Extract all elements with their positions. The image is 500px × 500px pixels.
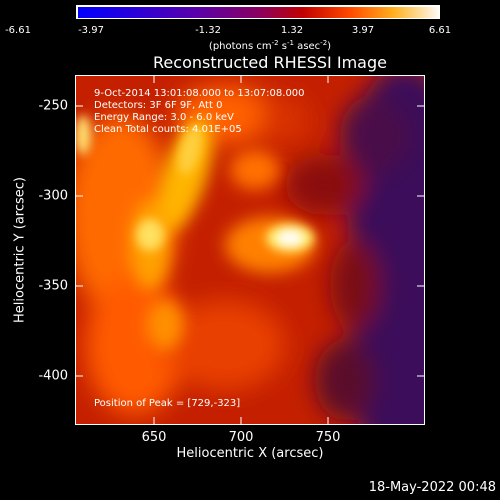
colorbar-tick-label: 6.61 <box>428 25 452 36</box>
x-tick-label: 750 <box>315 430 341 445</box>
algorithm-counts-text: Clean Total counts: 4.01E+05 <box>94 124 242 135</box>
energy-range-text: Energy Range: 3.0 - 6.0 keV <box>94 112 234 123</box>
x-axis-label: Heliocentric X (arcsec) <box>176 446 324 461</box>
y-axis-label: Heliocentric Y (arcsec) <box>12 177 28 323</box>
y-tick-label: -350 <box>38 278 68 294</box>
rhessi-image-plot <box>75 75 425 425</box>
y-tick-label: -400 <box>38 368 68 384</box>
detectors-text: Detectors: 3F 6F 9F, Att 0 <box>94 100 223 111</box>
colorbar-tick-label: 1.32 <box>280 25 304 36</box>
colorbar <box>76 5 440 19</box>
colorbar-units: (photons cm-2 s-1 asec-2) <box>208 39 332 52</box>
x-tick-label: 700 <box>228 430 254 445</box>
plot-timestamp: 18-May-2022 00:48 <box>368 480 496 495</box>
plot-title: Reconstructed RHESSI Image <box>153 53 387 72</box>
colorbar-tick-label: -6.61 <box>5 25 31 36</box>
y-tick-label: -250 <box>38 98 68 114</box>
x-tick-label: 650 <box>141 430 167 445</box>
peak-position-text: Position of Peak = [729,-323] <box>94 398 241 409</box>
colorbar-tick-label: -3.97 <box>78 25 104 36</box>
colorbar-tick-label: -1.32 <box>195 25 221 36</box>
y-tick-label: -300 <box>38 188 68 204</box>
time-range-text: 9-Oct-2014 13:01:08.000 to 13:07:08.000 <box>94 88 305 99</box>
colorbar-tick-label: 3.97 <box>351 25 375 36</box>
rhessi-image <box>75 75 425 425</box>
